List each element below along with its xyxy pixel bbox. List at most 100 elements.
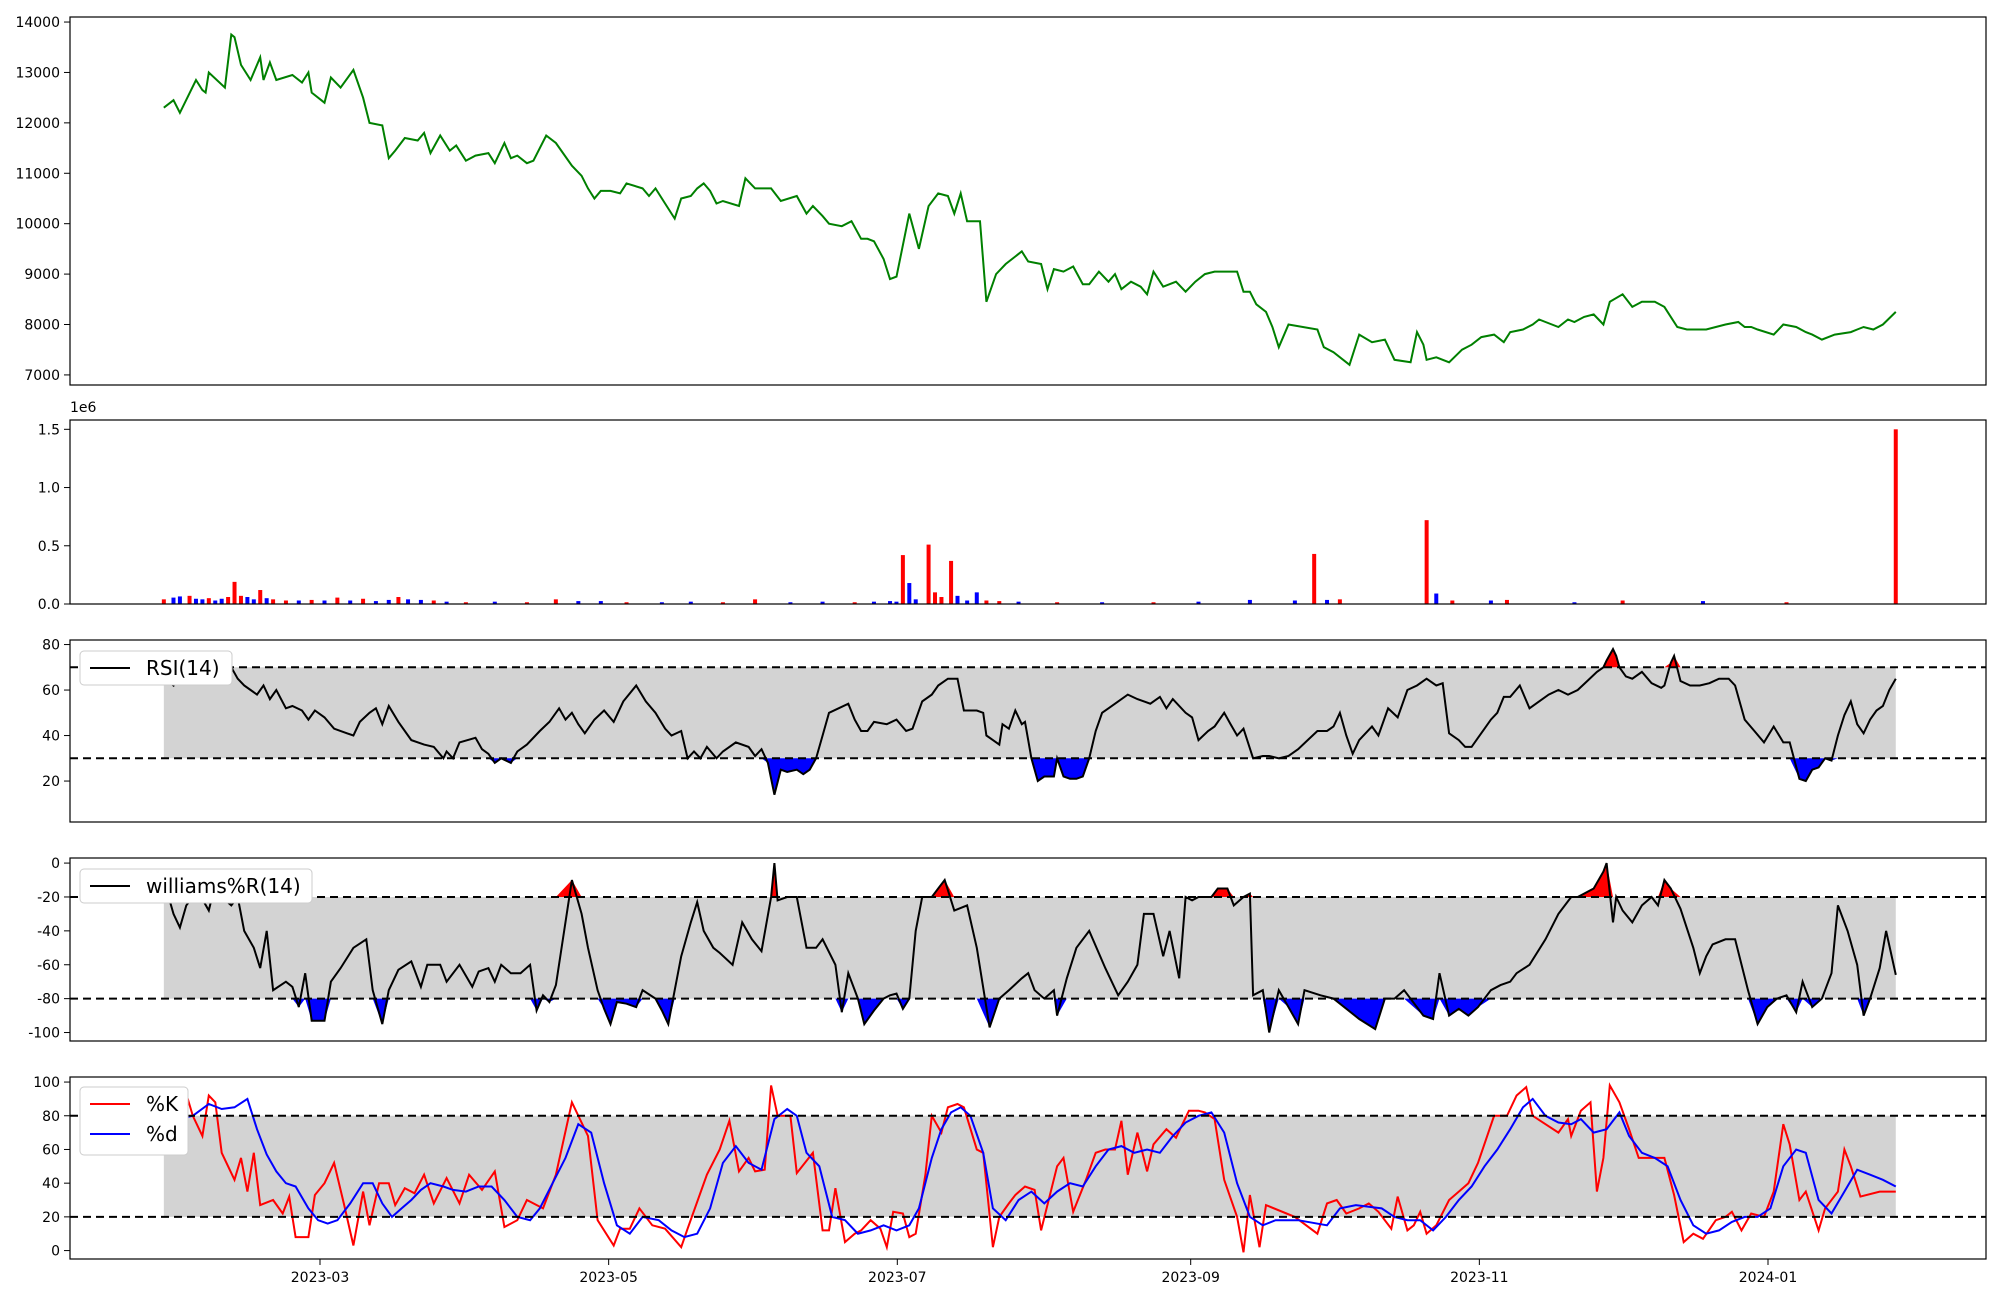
volume-bar bbox=[213, 600, 218, 604]
volume-bar bbox=[913, 599, 918, 604]
x-tick-label: 2023-05 bbox=[579, 1270, 638, 1286]
volume-ytick-label: 1.0 bbox=[38, 481, 60, 497]
volume-bar bbox=[177, 596, 182, 604]
volume-bar bbox=[926, 544, 931, 604]
volume-bar bbox=[373, 601, 378, 604]
volume-bar bbox=[1784, 602, 1789, 604]
rsi-axes-frame bbox=[69, 639, 1987, 823]
stochastic-line-k bbox=[162, 1082, 1896, 1253]
volume-bar bbox=[1312, 553, 1317, 604]
volume-bar bbox=[955, 595, 960, 604]
volume-bar bbox=[1434, 593, 1439, 604]
williams-overbought-fill bbox=[163, 863, 1896, 897]
stochastic-ytick-label: 60 bbox=[42, 1142, 60, 1158]
legend-frame bbox=[79, 868, 313, 904]
stochastic-legend: %K %d bbox=[79, 1086, 189, 1156]
williams-band bbox=[163, 896, 1896, 999]
volume-bar bbox=[418, 599, 423, 604]
volume-bar bbox=[974, 592, 979, 604]
volume-bar bbox=[463, 602, 468, 604]
price-line bbox=[163, 32, 1897, 367]
volume-bar bbox=[933, 592, 938, 604]
volume-bar bbox=[788, 602, 793, 604]
volume-bar bbox=[431, 600, 436, 604]
volume-bar bbox=[553, 599, 558, 604]
williams-legend: williams%R(14) bbox=[79, 868, 313, 904]
volume-bar bbox=[524, 602, 529, 604]
volume-bar bbox=[1016, 601, 1021, 604]
volume-bar bbox=[1196, 601, 1201, 604]
legend-label: RSI(14) bbox=[146, 656, 220, 680]
volume-bar bbox=[624, 602, 629, 604]
volume-bar bbox=[386, 599, 391, 604]
volume-bar bbox=[1055, 602, 1060, 604]
williams-ytick-label: -100 bbox=[28, 1026, 60, 1042]
volume-bar bbox=[688, 601, 693, 604]
volume-bar bbox=[1620, 600, 1625, 604]
volume-bar bbox=[187, 595, 192, 604]
volume-bar bbox=[283, 600, 288, 604]
volume-bar bbox=[1893, 429, 1898, 604]
volume-bar bbox=[871, 601, 876, 604]
volume-bar bbox=[888, 601, 893, 604]
rsi-overbought-fill bbox=[163, 649, 1896, 668]
legend-label: %K bbox=[146, 1092, 179, 1116]
volume-bar bbox=[251, 599, 256, 604]
legend-label: williams%R(14) bbox=[146, 874, 301, 898]
volume-bar bbox=[444, 601, 449, 604]
price-panel: 7000 8000 9000 10000 11000 12000 13000 14000 bbox=[15, 15, 1987, 386]
volume-bar bbox=[1504, 599, 1509, 604]
volume-offset-label: 1e6 bbox=[70, 400, 97, 416]
x-tick-label: 2024-01 bbox=[1739, 1270, 1798, 1286]
volume-bar bbox=[1151, 602, 1156, 604]
volume-bar bbox=[406, 599, 411, 604]
legend-frame bbox=[79, 650, 233, 686]
volume-bar bbox=[200, 599, 205, 604]
volume-ytick-label: 1.5 bbox=[38, 422, 60, 438]
volume-bar bbox=[232, 581, 237, 604]
volume-bar bbox=[238, 595, 243, 604]
stochastic-ytick-label: 40 bbox=[42, 1176, 60, 1192]
rsi-legend: RSI(14) bbox=[79, 650, 233, 686]
price-ytick-label: 10000 bbox=[15, 217, 60, 233]
volume-bar bbox=[171, 597, 176, 604]
rsi-oversold-fill bbox=[163, 758, 1896, 795]
x-tick-label: 2023-09 bbox=[1161, 1270, 1220, 1286]
volume-bar bbox=[984, 600, 989, 604]
volume-bar bbox=[206, 598, 211, 604]
volume-bar bbox=[1488, 600, 1493, 604]
volume-bar bbox=[820, 601, 825, 604]
volume-bar bbox=[309, 599, 314, 604]
volume-panel: 0.0 0.5 1.0 1.5 1e6 bbox=[38, 400, 1987, 613]
volume-ytick-label: 0.0 bbox=[38, 597, 60, 613]
stochastic-ytick-label: 80 bbox=[42, 1109, 60, 1125]
volume-bar bbox=[1292, 600, 1297, 604]
volume-bar bbox=[245, 597, 250, 604]
volume-bar bbox=[335, 597, 340, 604]
rsi-ytick-label: 20 bbox=[42, 774, 60, 790]
stochastic-line-d bbox=[163, 1097, 1897, 1239]
rsi-ytick-label: 40 bbox=[42, 729, 60, 745]
williams-ytick-label: -80 bbox=[37, 992, 60, 1008]
williams-line bbox=[162, 862, 1897, 1033]
x-tick-label: 2023-07 bbox=[868, 1270, 927, 1286]
volume-axes-frame bbox=[69, 419, 1987, 605]
volume-bar bbox=[949, 560, 954, 604]
williams-axes-frame bbox=[69, 857, 1987, 1042]
stochastic-ytick-label: 0 bbox=[51, 1244, 60, 1260]
stochastic-ytick-label: 20 bbox=[42, 1210, 60, 1226]
volume-bar bbox=[576, 601, 581, 604]
volume-bar bbox=[1337, 599, 1342, 604]
rsi-ytick-label: 80 bbox=[42, 638, 60, 654]
volume-bar bbox=[939, 597, 944, 604]
price-ytick-label: 13000 bbox=[15, 65, 60, 81]
volume-bar bbox=[997, 601, 1002, 604]
volume-bar bbox=[361, 598, 366, 604]
volume-bar bbox=[1700, 601, 1705, 604]
stochastic-ytick-label: 100 bbox=[33, 1075, 60, 1091]
volume-bar bbox=[271, 599, 276, 604]
volume-bar bbox=[161, 599, 166, 604]
volume-bar bbox=[258, 590, 263, 604]
williams-panel: 0 -20 -40 -60 -80 -100 williams%R(14) bbox=[28, 856, 1987, 1042]
